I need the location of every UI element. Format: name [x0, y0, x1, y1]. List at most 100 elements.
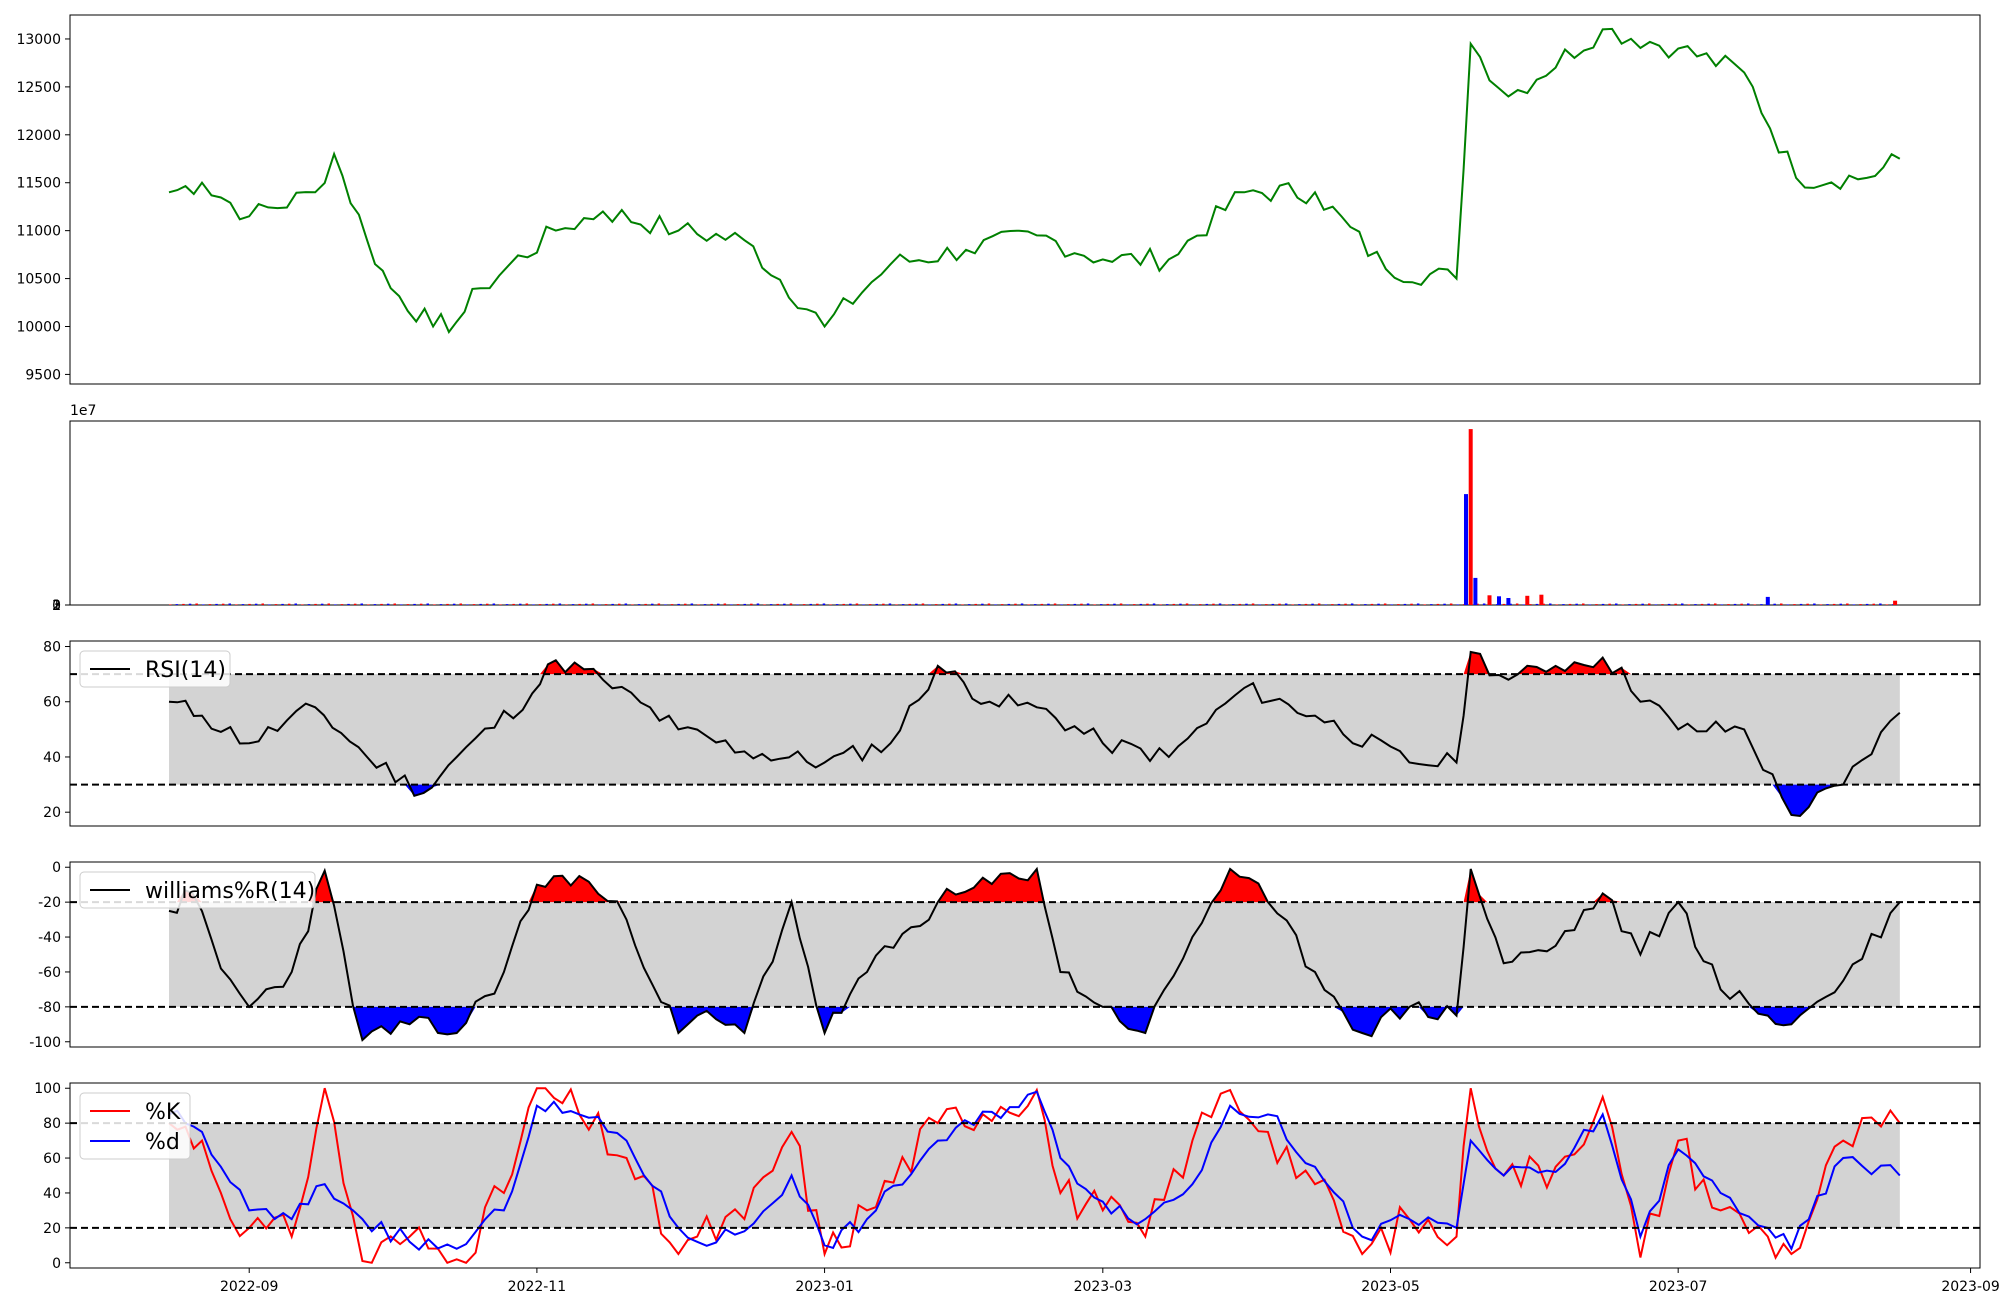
volume-bar — [472, 604, 476, 605]
panel-2-ytick-label: 40 — [43, 750, 61, 766]
volume-bar — [340, 604, 344, 605]
panel-4-ytick-label: 100 — [34, 1081, 61, 1097]
volume-bar — [710, 603, 713, 605]
volume-bar — [1383, 603, 1387, 605]
panel-0-ytick-label: 12500 — [16, 80, 61, 96]
volume-bar — [1232, 604, 1235, 605]
volume-bar — [1416, 603, 1420, 605]
panel-4-legend-label: %d — [145, 1130, 180, 1155]
volume-bar — [1608, 603, 1611, 605]
x-tick-label: 2023-09 — [1941, 1279, 2000, 1295]
panel-2-legend — [79, 650, 231, 688]
volume-bar — [1139, 603, 1143, 605]
volume-bar — [1304, 603, 1308, 605]
volume-bar — [1430, 604, 1433, 605]
volume-bar — [1027, 604, 1030, 605]
volume-bar — [1040, 603, 1044, 605]
volume-bar — [1468, 429, 1473, 605]
volume-bar — [1859, 604, 1862, 605]
volume-bar — [888, 603, 892, 605]
volume-bar — [921, 603, 925, 605]
panel-4-legend-label: %K — [145, 1100, 181, 1125]
volume-bar — [723, 603, 727, 605]
volume-bar — [631, 604, 634, 605]
volume-bar — [730, 604, 733, 605]
volume-bar — [446, 603, 449, 605]
volume-bar — [690, 603, 694, 605]
volume-bar — [974, 603, 977, 605]
panel-0-ytick-label: 10500 — [16, 272, 61, 288]
volume-bar — [915, 603, 918, 605]
volume-bar — [1337, 603, 1341, 605]
volume-bar — [901, 604, 905, 605]
volume-bar — [1641, 603, 1644, 605]
volume-bar — [611, 603, 614, 605]
volume-bar — [202, 604, 205, 605]
volume-bar — [736, 604, 740, 605]
volume-bar — [941, 603, 944, 605]
volume-bar — [327, 603, 330, 605]
volume-bar — [1205, 603, 1209, 605]
volume-bar — [1159, 604, 1162, 605]
panel-0-ytick-label: 12000 — [16, 128, 61, 144]
panel-1-ytick-label: 0 — [52, 598, 61, 614]
volume-bar — [816, 603, 819, 605]
volume-bar — [1700, 603, 1704, 605]
volume-bar — [1291, 604, 1294, 605]
volume-bar — [1542, 603, 1545, 605]
volume-bar — [268, 604, 271, 605]
volume-bar — [717, 603, 720, 605]
volume-bar — [1119, 603, 1123, 605]
volume-bar — [571, 604, 575, 605]
volume-bar — [1473, 577, 1478, 605]
volume-bar — [1740, 603, 1743, 605]
panel-4-ytick-label: 0 — [52, 1256, 61, 1272]
volume-bar — [637, 604, 641, 605]
panel-0-ytick-label: 13000 — [16, 32, 61, 48]
volume-bar — [1487, 595, 1492, 605]
volume-bar — [1443, 603, 1446, 605]
price-line — [168, 27, 1901, 334]
volume-bar — [882, 603, 885, 605]
volume-bar — [1053, 603, 1057, 605]
volume-bar — [512, 603, 515, 605]
volume-bar — [1529, 604, 1532, 605]
panel-1-ytick-label: 1 — [52, 598, 61, 614]
volume-bar — [585, 603, 588, 605]
volume-bar — [1172, 603, 1176, 605]
volume-bar — [1324, 604, 1327, 605]
panel-0-ytick-label: 11000 — [16, 224, 61, 240]
volume-bar — [565, 604, 568, 605]
volume-bar — [188, 603, 192, 605]
x-tick-label: 2022-11 — [508, 1279, 567, 1295]
volume-bar — [195, 603, 198, 605]
volume-bar — [1747, 603, 1750, 605]
volume-bar — [261, 603, 264, 605]
volume-bar — [519, 603, 522, 605]
volume-bar — [1885, 604, 1889, 605]
volume-bar — [1100, 604, 1103, 605]
volume-bar — [1397, 604, 1400, 605]
volume-bar — [1456, 604, 1459, 605]
volume-bar — [1278, 603, 1281, 605]
volume-bar — [1674, 603, 1677, 605]
x-tick-label: 2022-09 — [220, 1279, 279, 1295]
panel-2-band — [169, 674, 1900, 785]
volume-bar — [1464, 494, 1468, 605]
volume-bar — [849, 603, 852, 605]
volume-bar — [367, 604, 370, 605]
panel-0-ytick-label: 11500 — [16, 176, 61, 192]
volume-bar — [1555, 604, 1559, 605]
volume-bar — [1793, 604, 1796, 605]
volume-bar — [169, 604, 172, 605]
panel-3-frame — [69, 861, 1981, 1048]
volume-bar — [994, 604, 997, 605]
panel-0-ytick-label: 9500 — [25, 367, 61, 383]
panel-3-band — [169, 902, 1900, 1007]
volume-bar — [855, 603, 859, 605]
volume-bar — [1377, 603, 1380, 605]
volume-bar — [301, 604, 304, 605]
volume-bar — [1179, 603, 1182, 605]
volume-bar — [789, 603, 793, 605]
